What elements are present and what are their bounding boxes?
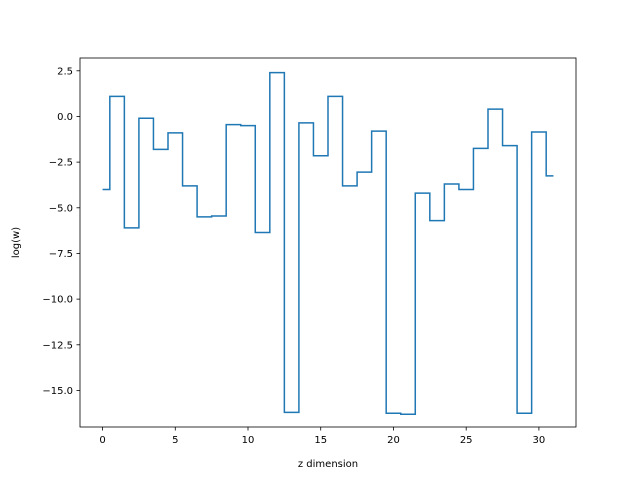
y-tick-label: −7.5 [49,249,73,260]
x-tick-label: 20 [387,435,400,446]
axes-frame [79,57,577,428]
y-axis-label: log(w) [11,227,22,258]
x-tick-label: 30 [533,435,546,446]
y-tick-label: −12.5 [42,340,73,351]
x-tick-label: 25 [460,435,473,446]
x-axis-ticks: 0 5 10 15 20 25 30 [99,427,545,446]
x-tick-label: 5 [172,435,178,446]
y-tick-label: 0.0 [57,112,73,123]
series-line-0 [102,71,554,415]
y-tick-label: −2.5 [49,158,73,169]
x-tick-label: 10 [242,435,255,446]
x-tick-label: 0 [99,435,105,446]
y-axis-ticks: 2.5 0.0 −2.5 −5.0 −7.5 −10.0 −12.5 −15.0 [42,66,80,397]
x-axis-label: z dimension [298,459,358,470]
x-tick-label: 15 [314,435,327,446]
y-tick-label: −15.0 [42,386,73,397]
y-tick-label: −10.0 [42,295,73,306]
y-tick-label: 2.5 [57,66,73,77]
y-tick-label: −5.0 [49,203,73,214]
plot-area [102,71,554,415]
